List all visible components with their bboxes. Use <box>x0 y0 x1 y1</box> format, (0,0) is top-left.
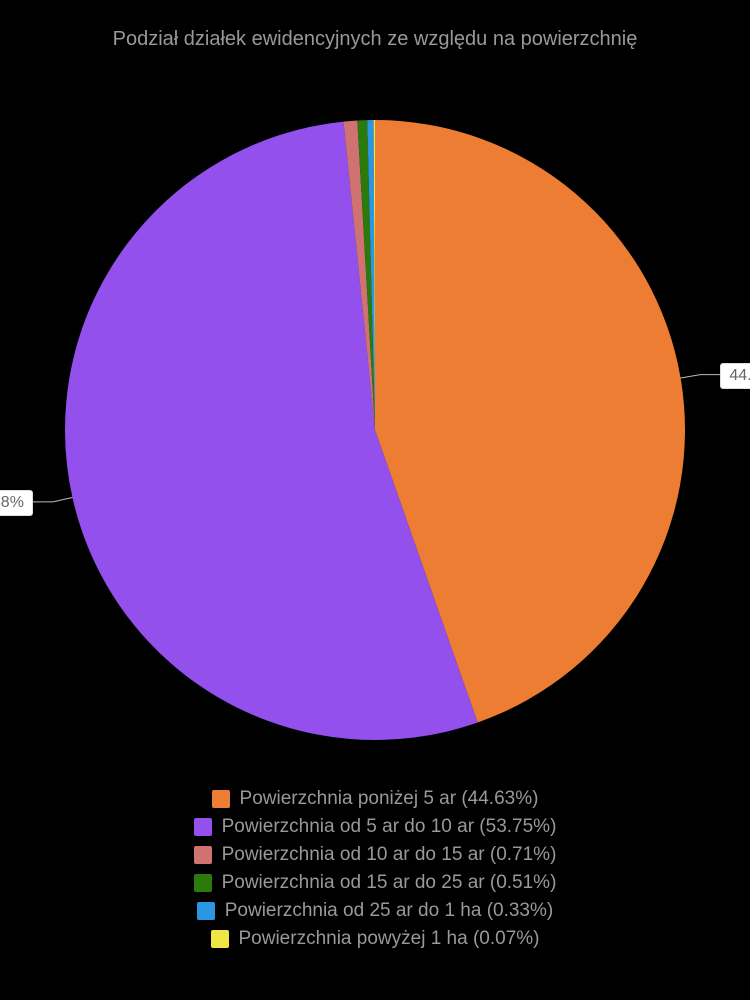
legend-swatch-2 <box>194 846 212 864</box>
legend-item-0: Powierzchnia poniżej 5 ar (44.63%) <box>212 788 539 810</box>
legend-label-1: Powierzchnia od 5 ar do 10 ar (53.75%) <box>222 816 557 838</box>
legend-swatch-0 <box>212 790 230 808</box>
slice-label-1: 53.8% <box>0 490 33 516</box>
legend-item-3: Powierzchnia od 15 ar do 25 ar (0.51%) <box>194 872 557 894</box>
legend: Powierzchnia poniżej 5 ar (44.63%) Powier… <box>0 788 750 950</box>
pie-svg <box>0 70 750 790</box>
slice-label-0: 44.6% <box>720 363 750 389</box>
legend-item-5: Powierzchnia powyżej 1 ha (0.07%) <box>211 928 540 950</box>
legend-swatch-1 <box>194 818 212 836</box>
legend-label-2: Powierzchnia od 10 ar do 15 ar (0.71%) <box>222 844 557 866</box>
legend-label-5: Powierzchnia powyżej 1 ha (0.07%) <box>239 928 540 950</box>
legend-label-4: Powierzchnia od 25 ar do 1 ha (0.33%) <box>225 900 553 922</box>
legend-item-4: Powierzchnia od 25 ar do 1 ha (0.33%) <box>197 900 553 922</box>
legend-swatch-4 <box>197 902 215 920</box>
legend-item-2: Powierzchnia od 10 ar do 15 ar (0.71%) <box>194 844 557 866</box>
pie-chart: 44.6% 53.8% <box>0 70 750 790</box>
legend-swatch-5 <box>211 930 229 948</box>
legend-swatch-3 <box>194 874 212 892</box>
chart-title: Podział działek ewidencyjnych ze względu… <box>0 0 750 51</box>
legend-item-1: Powierzchnia od 5 ar do 10 ar (53.75%) <box>194 816 557 838</box>
legend-label-0: Powierzchnia poniżej 5 ar (44.63%) <box>240 788 539 810</box>
legend-label-3: Powierzchnia od 15 ar do 25 ar (0.51%) <box>222 872 557 894</box>
